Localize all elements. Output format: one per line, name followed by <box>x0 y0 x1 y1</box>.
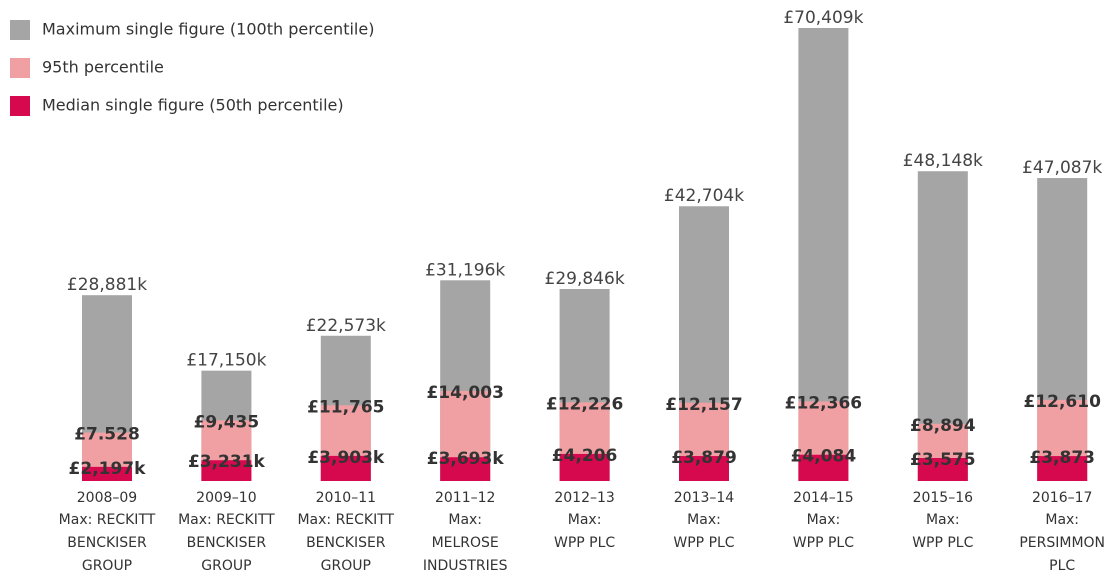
x-tick-sublabel: Max: <box>807 512 841 528</box>
bar <box>798 454 849 481</box>
x-tick-sublabel: PLC <box>1049 558 1075 574</box>
value-label: £8,894 <box>910 416 976 436</box>
x-tick-label: 2013–14 <box>674 490 735 506</box>
x-tick-sublabel: BENCKISER <box>306 535 386 551</box>
value-label: £31,196k <box>425 260 505 280</box>
x-tick-sublabel: Max: RECKITT <box>297 512 394 528</box>
value-label: £7.528 <box>74 425 140 445</box>
value-label: £4,084 <box>791 447 857 467</box>
value-label: £3,903k <box>307 448 385 468</box>
x-tick-sublabel: MELROSE <box>432 535 499 551</box>
value-label: £48,148k <box>903 151 983 171</box>
x-tick-sublabel: WPP PLC <box>793 535 854 551</box>
bar <box>917 457 968 481</box>
bar <box>559 453 610 481</box>
value-label: £11,765 <box>307 397 384 417</box>
value-label: £3,231k <box>188 452 266 472</box>
x-tick-sublabel: INDUSTRIES <box>423 558 508 574</box>
x-tick-sublabel: GROUP <box>201 558 251 574</box>
value-label: £28,881k <box>67 275 147 295</box>
bar <box>320 455 371 481</box>
x-tick-label: 2010–11 <box>316 490 376 506</box>
value-label: £29,846k <box>545 269 625 289</box>
x-tick-sublabel: Max: <box>448 512 482 528</box>
value-label: £3,879 <box>671 448 737 468</box>
bar <box>1037 456 1088 481</box>
x-tick-sublabel: Max: <box>568 512 602 528</box>
x-tick-sublabel: WPP PLC <box>673 535 734 551</box>
x-tick-sublabel: GROUP <box>321 558 371 574</box>
x-tick-sublabel: Max: <box>926 512 960 528</box>
x-tick-sublabel: BENCKISER <box>187 535 267 551</box>
legend-swatch <box>10 20 30 40</box>
value-label: £4,206 <box>552 446 618 466</box>
value-label: £12,157 <box>665 395 742 415</box>
x-tick-label: 2008–09 <box>77 490 137 506</box>
x-tick-label: 2009–10 <box>196 490 256 506</box>
x-tick-label: 2014–15 <box>793 490 853 506</box>
legend-swatch <box>10 96 30 116</box>
x-tick-sublabel: Max: RECKITT <box>59 512 156 528</box>
x-tick-sublabel: Max: <box>1045 512 1079 528</box>
value-label: £2,197k <box>69 459 147 479</box>
value-label: £9,435 <box>194 412 260 432</box>
bar <box>440 457 491 481</box>
x-tick-sublabel: Max: RECKITT <box>178 512 275 528</box>
value-label: £12,366 <box>785 393 862 413</box>
legend-label: Median single figure (50th percentile) <box>42 96 344 115</box>
value-label: £3,575 <box>910 450 976 470</box>
value-label: £12,610 <box>1023 392 1101 412</box>
bar <box>679 456 729 481</box>
x-tick-sublabel: PERSIMMON <box>1019 535 1105 551</box>
x-tick-sublabel: BENCKISER <box>67 535 147 551</box>
x-tick-label: 2016–17 <box>1032 490 1092 506</box>
value-label: £47,087k <box>1022 158 1102 178</box>
x-tick-sublabel: WPP PLC <box>554 535 615 551</box>
legend-label: Maximum single figure (100th percentile) <box>42 20 374 39</box>
bar <box>82 466 132 481</box>
value-label: £70,409k <box>783 8 863 28</box>
bar <box>201 460 252 481</box>
value-label: £22,573k <box>306 316 386 336</box>
value-label: £3,693k <box>427 449 505 469</box>
x-tick-sublabel: GROUP <box>82 558 132 574</box>
x-tick-label: 2012–13 <box>554 490 614 506</box>
x-tick-sublabel: Max: <box>687 512 721 528</box>
x-tick-label: 2015–16 <box>913 490 974 506</box>
value-label: £42,704k <box>664 186 744 206</box>
x-tick-label: 2011–12 <box>435 490 495 506</box>
x-tick-sublabel: WPP PLC <box>912 535 973 551</box>
value-label: £14,003 <box>426 383 503 403</box>
value-label: £12,226 <box>546 394 623 414</box>
value-label: £3,873 <box>1029 448 1095 468</box>
legend-label: 95th percentile <box>42 58 164 77</box>
value-label: £17,150k <box>186 351 266 371</box>
legend-swatch <box>10 58 30 78</box>
